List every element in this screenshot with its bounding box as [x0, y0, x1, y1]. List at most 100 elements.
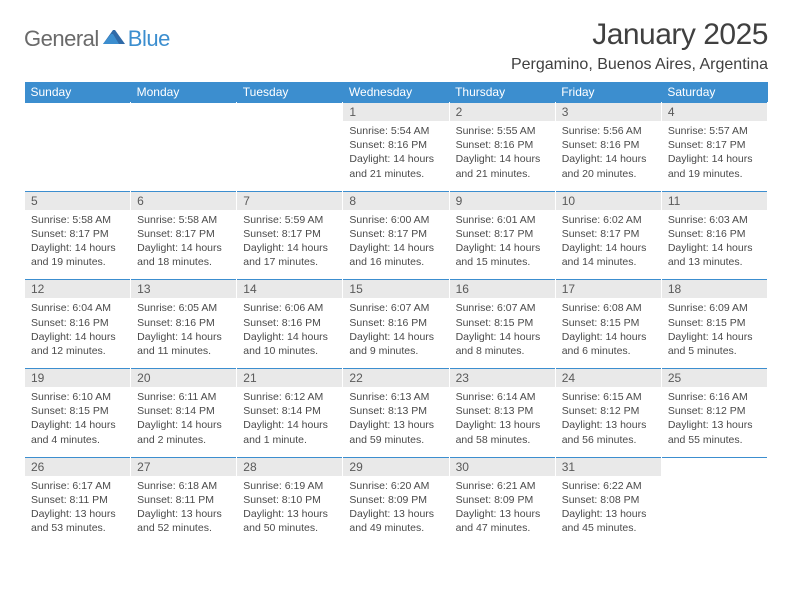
sunset-line: Sunset: 8:13 PM: [349, 404, 442, 418]
calendar-week: 19Sunrise: 6:10 AMSunset: 8:15 PMDayligh…: [25, 369, 768, 458]
day-body: Sunrise: 6:19 AMSunset: 8:10 PMDaylight:…: [237, 476, 342, 546]
sunrise-line: Sunrise: 6:03 AM: [668, 213, 761, 227]
title-block: January 2025 Pergamino, Buenos Aires, Ar…: [511, 18, 768, 74]
logo-text-blue: Blue: [128, 26, 170, 52]
sunrise-line: Sunrise: 6:05 AM: [137, 301, 230, 315]
sunset-line: Sunset: 8:12 PM: [562, 404, 655, 418]
day-body: Sunrise: 6:05 AMSunset: 8:16 PMDaylight:…: [131, 298, 236, 368]
daylight-line: Daylight: 14 hours and 15 minutes.: [456, 241, 549, 269]
daylight-line: Daylight: 14 hours and 2 minutes.: [137, 418, 230, 446]
day-number: 16: [450, 280, 555, 298]
calendar-cell: 24Sunrise: 6:15 AMSunset: 8:12 PMDayligh…: [555, 369, 661, 458]
day-number: 30: [450, 458, 555, 476]
daylight-line: Daylight: 14 hours and 13 minutes.: [668, 241, 761, 269]
calendar-cell: 27Sunrise: 6:18 AMSunset: 8:11 PMDayligh…: [131, 457, 237, 545]
sunset-line: Sunset: 8:11 PM: [137, 493, 230, 507]
calendar-cell: 4Sunrise: 5:57 AMSunset: 8:17 PMDaylight…: [661, 103, 767, 192]
calendar-cell: 15Sunrise: 6:07 AMSunset: 8:16 PMDayligh…: [343, 280, 449, 369]
daylight-line: Daylight: 14 hours and 10 minutes.: [243, 330, 336, 358]
calendar-cell: 20 Sunrise: 6:11 AMSunset: 8:14 PMDayligh…: [131, 369, 237, 458]
daylight-line: Daylight: 14 hours and 21 minutes.: [456, 152, 549, 180]
day-number: [237, 103, 342, 121]
daylight-line: Daylight: 14 hours and 12 minutes.: [31, 330, 124, 358]
sunset-line: Sunset: 8:16 PM: [668, 227, 761, 241]
daylight-line: Daylight: 13 hours and 49 minutes.: [349, 507, 442, 535]
month-title: January 2025: [511, 18, 768, 52]
calendar-week: 5Sunrise: 5:58 AMSunset: 8:17 PMDaylight…: [25, 191, 768, 280]
calendar-cell: 11Sunrise: 6:03 AMSunset: 8:16 PMDayligh…: [661, 191, 767, 280]
sunrise-line: Sunrise: 6:06 AM: [243, 301, 336, 315]
sunrise-line: Sunrise: 5:55 AM: [456, 124, 549, 138]
sunrise-line: Sunrise: 6:22 AM: [562, 479, 655, 493]
sunset-line: Sunset: 8:17 PM: [668, 138, 761, 152]
daylight-line: Daylight: 14 hours and 9 minutes.: [349, 330, 442, 358]
calendar-week: 26Sunrise: 6:17 AMSunset: 8:11 PMDayligh…: [25, 457, 768, 545]
day-number: 29: [343, 458, 448, 476]
calendar-table: SundayMondayTuesdayWednesdayThursdayFrid…: [24, 82, 768, 545]
day-body: [237, 121, 342, 179]
day-number: 15: [343, 280, 448, 298]
sunset-line: Sunset: 8:16 PM: [31, 316, 124, 330]
sunset-line: Sunset: 8:09 PM: [456, 493, 549, 507]
sunset-line: Sunset: 8:15 PM: [31, 404, 124, 418]
day-number: 20: [131, 369, 236, 387]
day-number: 1: [343, 103, 448, 121]
calendar-cell: [25, 103, 131, 192]
day-body: Sunrise: 6:21 AMSunset: 8:09 PMDaylight:…: [450, 476, 555, 546]
day-number: 28: [237, 458, 342, 476]
day-body: Sunrise: 6:15 AMSunset: 8:12 PMDaylight:…: [556, 387, 661, 457]
calendar-week: 12Sunrise: 6:04 AMSunset: 8:16 PMDayligh…: [25, 280, 768, 369]
daylight-line: Daylight: 13 hours and 59 minutes.: [349, 418, 442, 446]
day-number: 14: [237, 280, 342, 298]
sunrise-line: Sunrise: 6:08 AM: [562, 301, 655, 315]
day-body: Sunrise: 6:06 AMSunset: 8:16 PMDaylight:…: [237, 298, 342, 368]
sunset-line: Sunset: 8:16 PM: [562, 138, 655, 152]
day-number: 17: [556, 280, 661, 298]
calendar-cell: 1Sunrise: 5:54 AMSunset: 8:16 PMDaylight…: [343, 103, 449, 192]
sunrise-line: Sunrise: 6:10 AM: [31, 390, 124, 404]
daylight-line: Daylight: 14 hours and 17 minutes.: [243, 241, 336, 269]
daylight-line: Daylight: 13 hours and 52 minutes.: [137, 507, 230, 535]
day-header: Thursday: [449, 82, 555, 103]
sunrise-line: Sunrise: 6:02 AM: [562, 213, 655, 227]
day-number: 4: [662, 103, 767, 121]
day-number: 6: [131, 192, 236, 210]
calendar-cell: 22Sunrise: 6:13 AMSunset: 8:13 PMDayligh…: [343, 369, 449, 458]
day-header: Tuesday: [237, 82, 343, 103]
sunrise-line: Sunrise: 6:15 AM: [562, 390, 655, 404]
sunrise-line: Sunrise: 6:19 AM: [243, 479, 336, 493]
daylight-line: Daylight: 14 hours and 14 minutes.: [562, 241, 655, 269]
calendar-cell: [237, 103, 343, 192]
daylight-line: Daylight: 13 hours and 56 minutes.: [562, 418, 655, 446]
calendar-cell: 19Sunrise: 6:10 AMSunset: 8:15 PMDayligh…: [25, 369, 131, 458]
sunrise-line: Sunrise: 6:16 AM: [668, 390, 761, 404]
sunrise-line: Sunrise: 5:54 AM: [349, 124, 442, 138]
calendar-cell: 14Sunrise: 6:06 AMSunset: 8:16 PMDayligh…: [237, 280, 343, 369]
daylight-line: Daylight: 13 hours and 47 minutes.: [456, 507, 549, 535]
daylight-line: Daylight: 13 hours and 45 minutes.: [562, 507, 655, 535]
day-number: 5: [25, 192, 130, 210]
calendar-cell: 10Sunrise: 6:02 AMSunset: 8:17 PMDayligh…: [555, 191, 661, 280]
sunrise-line: Sunrise: 6:07 AM: [456, 301, 549, 315]
calendar-cell: 26Sunrise: 6:17 AMSunset: 8:11 PMDayligh…: [25, 457, 131, 545]
sunrise-line: Sunrise: 5:57 AM: [668, 124, 761, 138]
day-body: Sunrise: 6:13 AMSunset: 8:13 PMDaylight:…: [343, 387, 448, 457]
calendar-cell: 5Sunrise: 5:58 AMSunset: 8:17 PMDaylight…: [25, 191, 131, 280]
day-body: [662, 476, 767, 534]
day-body: Sunrise: 5:55 AMSunset: 8:16 PMDaylight:…: [450, 121, 555, 191]
sunset-line: Sunset: 8:14 PM: [137, 404, 230, 418]
sunrise-line: Sunrise: 6:20 AM: [349, 479, 442, 493]
sunset-line: Sunset: 8:15 PM: [456, 316, 549, 330]
sunrise-line: Sunrise: 6:14 AM: [456, 390, 549, 404]
day-body: Sunrise: 6:07 AMSunset: 8:15 PMDaylight:…: [450, 298, 555, 368]
day-body: Sunrise: 6:17 AMSunset: 8:11 PMDaylight:…: [25, 476, 130, 546]
sunset-line: Sunset: 8:16 PM: [243, 316, 336, 330]
day-body: Sunrise: 5:56 AMSunset: 8:16 PMDaylight:…: [556, 121, 661, 191]
day-number: [662, 458, 767, 476]
day-body: [131, 121, 236, 179]
sunrise-line: Sunrise: 5:56 AM: [562, 124, 655, 138]
sunrise-line: Sunrise: 6:11 AM: [137, 390, 230, 404]
calendar-body: 1Sunrise: 5:54 AMSunset: 8:16 PMDaylight…: [25, 103, 768, 546]
day-body: Sunrise: 6:22 AMSunset: 8:08 PMDaylight:…: [556, 476, 661, 546]
daylight-line: Daylight: 14 hours and 4 minutes.: [31, 418, 124, 446]
